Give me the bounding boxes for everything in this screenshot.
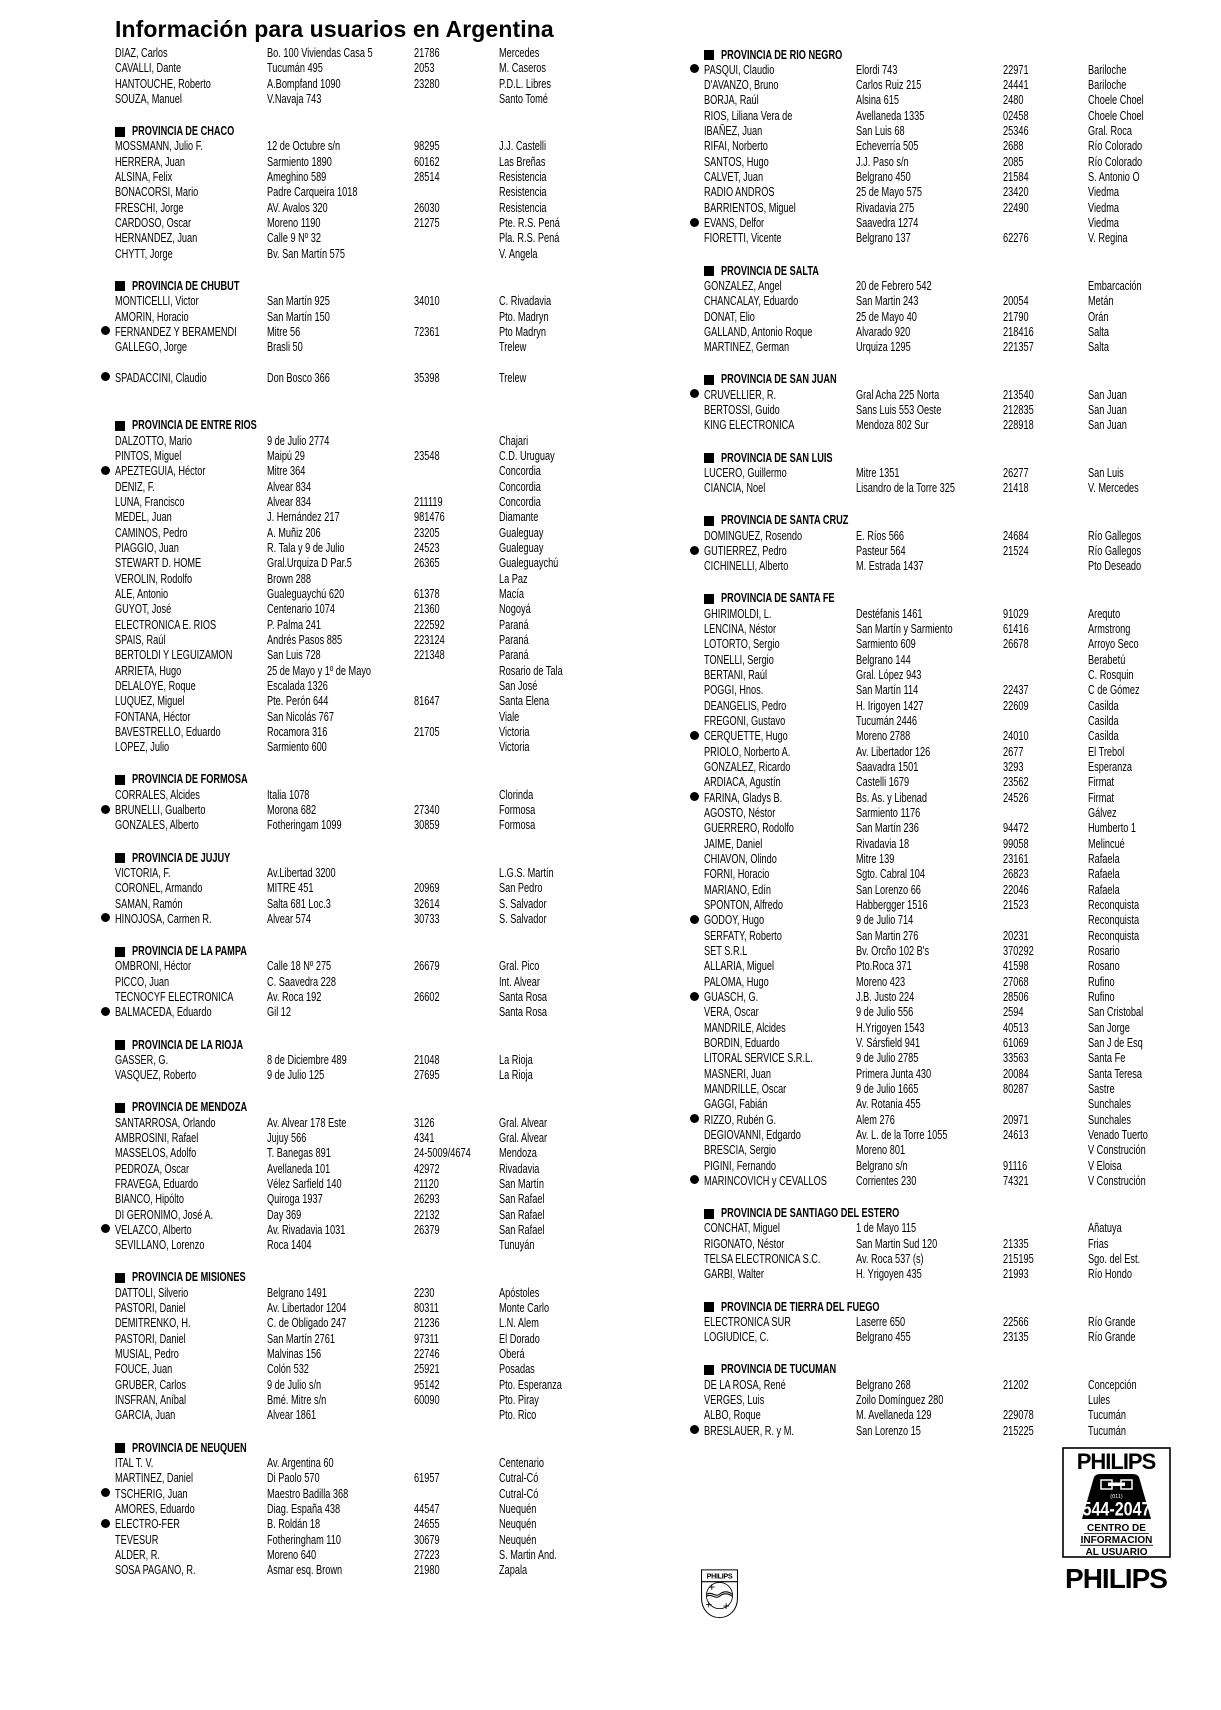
svg-text:544-2047: 544-2047 bbox=[1083, 1500, 1151, 1521]
svg-text:PHILIPS: PHILIPS bbox=[707, 1572, 733, 1580]
svg-text:PHILIPS: PHILIPS bbox=[1077, 1449, 1156, 1474]
svg-text:INFORMACION: INFORMACION bbox=[1081, 1535, 1153, 1546]
svg-text:AL USUARIO: AL USUARIO bbox=[1085, 1547, 1147, 1558]
svg-text:CENTRO DE: CENTRO DE bbox=[1087, 1523, 1146, 1534]
